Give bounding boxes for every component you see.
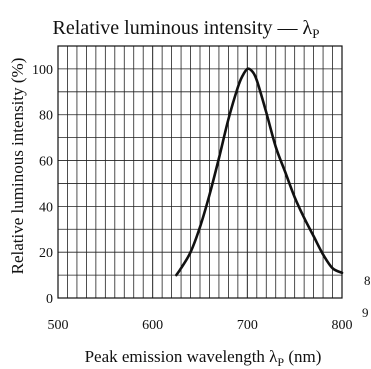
- y-tick-label: 100: [32, 63, 53, 78]
- x-tick-label: 700: [237, 318, 258, 333]
- x-axis-label-text: Peak emission wavelength λ: [85, 347, 279, 366]
- plot-frame: [57, 45, 343, 299]
- chart-title-text: Relative luminous intensity — λ: [53, 17, 313, 39]
- x-axis-label-subscript: P: [277, 355, 284, 369]
- chart-title: Relative luminous intensity — λP: [53, 17, 320, 41]
- y-tick-label: 40: [39, 200, 53, 215]
- x-tick-label: 500: [48, 318, 69, 333]
- y-tick-labels: 0 20 40 60 80 100: [32, 63, 53, 307]
- series-line: [175, 67, 344, 277]
- x-tick-label: 600: [142, 318, 163, 333]
- y-tick-label: 60: [39, 155, 53, 170]
- x-axis-label-unit: (nm): [284, 347, 321, 366]
- y-tick-label: 20: [39, 246, 53, 261]
- x-tick-labels: 500 600 700 800: [48, 318, 353, 333]
- y-tick-label: 0: [46, 292, 53, 307]
- chart-title-subscript: P: [312, 26, 319, 41]
- y-tick-label: 80: [39, 109, 53, 124]
- edge-fragment-upper: 8: [364, 273, 371, 288]
- x-tick-label: 800: [332, 318, 353, 333]
- grid: [58, 46, 342, 298]
- y-axis-label: Relative luminous intensity (%): [8, 58, 27, 275]
- edge-fragment-lower: 9: [362, 305, 369, 320]
- x-axis-label: Peak emission wavelength λP (nm): [85, 347, 322, 369]
